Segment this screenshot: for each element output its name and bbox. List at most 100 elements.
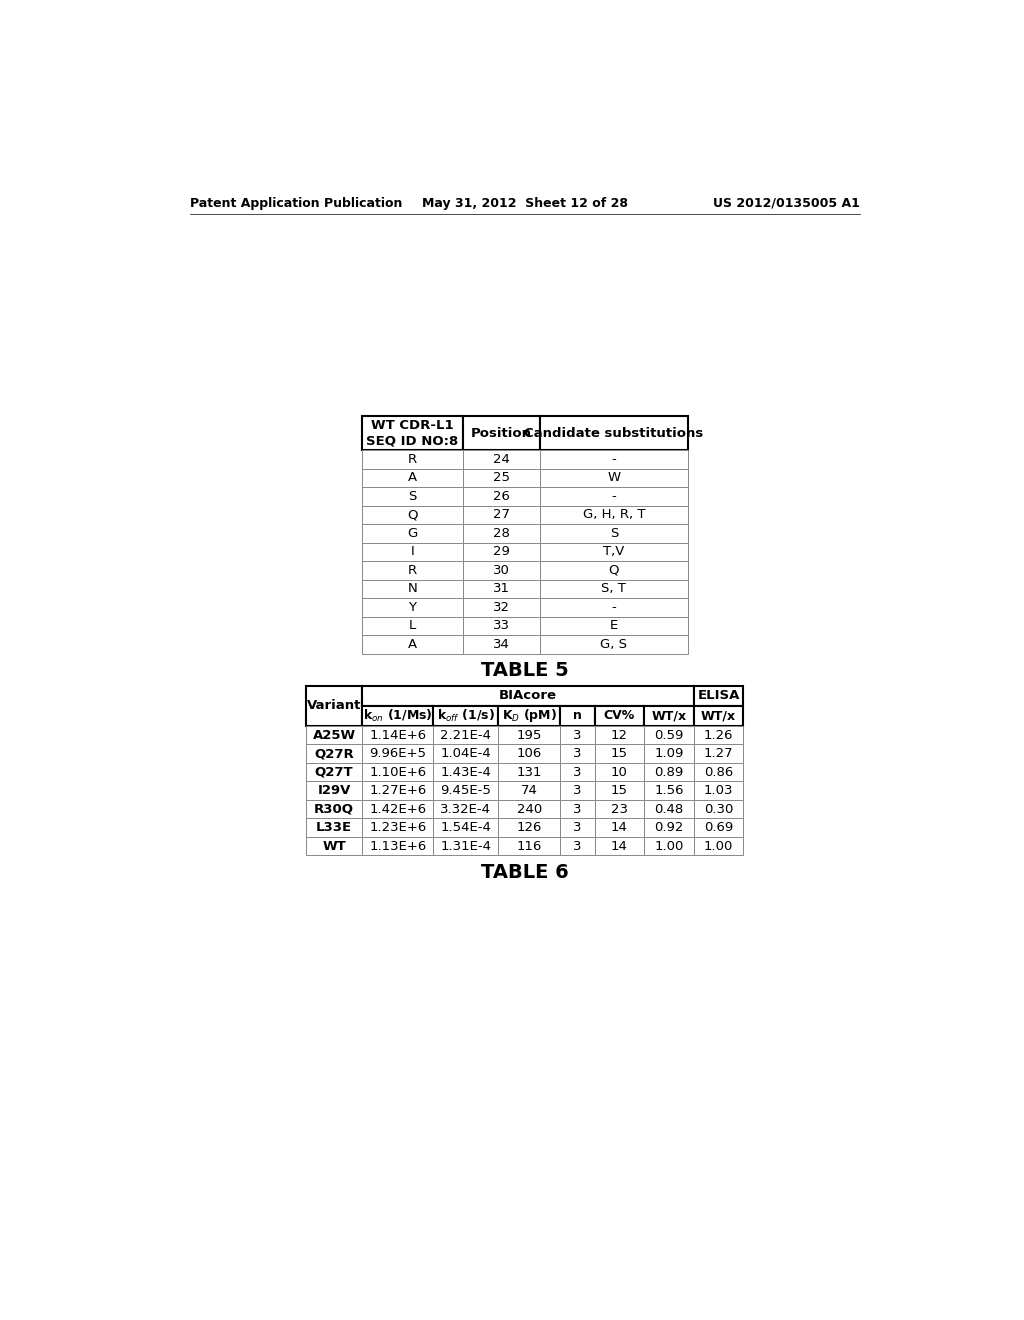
Bar: [541, 416, 687, 450]
Text: 195: 195: [517, 729, 542, 742]
Text: 9.45E-5: 9.45E-5: [440, 784, 492, 797]
Text: 12: 12: [611, 729, 628, 742]
Text: 2.21E-4: 2.21E-4: [440, 729, 492, 742]
Text: 106: 106: [517, 747, 542, 760]
Text: 0.69: 0.69: [703, 821, 733, 834]
Bar: [433, 800, 499, 818]
Text: 1.09: 1.09: [654, 747, 684, 760]
Text: 10: 10: [611, 766, 628, 779]
Text: Patent Application Publication: Patent Application Publication: [190, 197, 402, 210]
Text: T,V: T,V: [603, 545, 625, 558]
Text: A: A: [408, 471, 417, 484]
Bar: [595, 744, 644, 763]
Text: R: R: [408, 564, 417, 577]
Bar: [693, 706, 743, 726]
Text: Position: Position: [471, 426, 532, 440]
Bar: [433, 706, 499, 726]
Bar: [693, 800, 743, 818]
Text: CV%: CV%: [604, 709, 635, 722]
Text: 3: 3: [573, 784, 582, 797]
Text: n: n: [573, 709, 582, 722]
Text: Candidate substitutions: Candidate substitutions: [524, 426, 703, 440]
Bar: [644, 781, 693, 800]
Bar: [306, 781, 362, 800]
Bar: [499, 800, 560, 818]
Text: 1.31E-4: 1.31E-4: [440, 840, 492, 853]
Text: 14: 14: [611, 821, 628, 834]
Bar: [362, 469, 463, 487]
Text: 240: 240: [517, 803, 542, 816]
Text: N: N: [408, 582, 418, 595]
Bar: [560, 800, 595, 818]
Bar: [463, 469, 541, 487]
Bar: [693, 763, 743, 781]
Bar: [560, 781, 595, 800]
Bar: [463, 450, 541, 469]
Bar: [306, 726, 362, 744]
Bar: [595, 726, 644, 744]
Text: k$_{on}$ (1/Ms): k$_{on}$ (1/Ms): [362, 708, 432, 723]
Bar: [362, 818, 433, 837]
Bar: [499, 744, 560, 763]
Text: 1.27: 1.27: [703, 747, 733, 760]
Bar: [463, 598, 541, 616]
Text: L: L: [409, 619, 416, 632]
Bar: [644, 763, 693, 781]
Text: 1.00: 1.00: [654, 840, 684, 853]
Text: 126: 126: [517, 821, 542, 834]
Bar: [560, 726, 595, 744]
Bar: [362, 726, 433, 744]
Bar: [362, 579, 463, 598]
Text: 1.13E+6: 1.13E+6: [369, 840, 426, 853]
Bar: [693, 837, 743, 855]
Text: I: I: [411, 545, 415, 558]
Text: 3: 3: [573, 747, 582, 760]
Bar: [433, 744, 499, 763]
Bar: [595, 800, 644, 818]
Bar: [693, 744, 743, 763]
Text: 1.54E-4: 1.54E-4: [440, 821, 492, 834]
Bar: [693, 818, 743, 837]
Bar: [644, 818, 693, 837]
Bar: [499, 818, 560, 837]
Bar: [306, 800, 362, 818]
Bar: [595, 763, 644, 781]
Text: 1.43E-4: 1.43E-4: [440, 766, 492, 779]
Bar: [433, 781, 499, 800]
Bar: [463, 616, 541, 635]
Text: 116: 116: [517, 840, 542, 853]
Bar: [560, 744, 595, 763]
Text: A25W: A25W: [312, 729, 355, 742]
Bar: [499, 726, 560, 744]
Text: G: G: [408, 527, 418, 540]
Bar: [595, 706, 644, 726]
Bar: [362, 506, 463, 524]
Bar: [463, 543, 541, 561]
Text: 3: 3: [573, 821, 582, 834]
Text: 31: 31: [493, 582, 510, 595]
Text: A: A: [408, 638, 417, 651]
Bar: [306, 686, 362, 726]
Bar: [362, 543, 463, 561]
Bar: [463, 487, 541, 506]
Bar: [541, 561, 687, 579]
Bar: [541, 524, 687, 543]
Text: 33: 33: [493, 619, 510, 632]
Text: R30Q: R30Q: [314, 803, 354, 816]
Text: 23: 23: [611, 803, 628, 816]
Text: 3: 3: [573, 803, 582, 816]
Bar: [693, 726, 743, 744]
Bar: [499, 763, 560, 781]
Text: 3.32E-4: 3.32E-4: [440, 803, 492, 816]
Bar: [541, 450, 687, 469]
Text: 32: 32: [493, 601, 510, 614]
Bar: [362, 598, 463, 616]
Bar: [463, 416, 541, 450]
Text: Variant: Variant: [307, 700, 361, 713]
Text: 1.14E+6: 1.14E+6: [369, 729, 426, 742]
Bar: [362, 686, 693, 706]
Text: 0.59: 0.59: [654, 729, 684, 742]
Bar: [499, 837, 560, 855]
Bar: [595, 837, 644, 855]
Text: 3: 3: [573, 840, 582, 853]
